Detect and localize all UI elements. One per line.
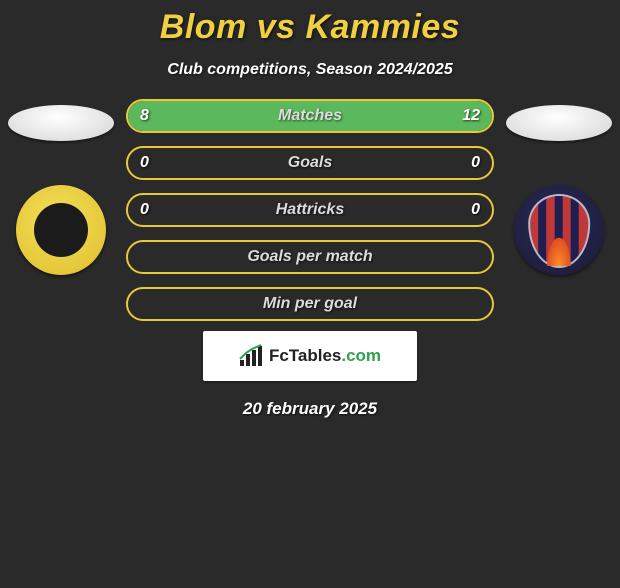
- player-left-avatar: [8, 105, 114, 141]
- club-crest-right: [514, 185, 604, 275]
- brand-suffix: .com: [341, 346, 381, 365]
- player-right-column: [504, 93, 614, 275]
- subtitle: Club competitions, Season 2024/2025: [0, 61, 620, 79]
- stat-label: Goals: [128, 148, 492, 178]
- club-crest-left: [16, 185, 106, 275]
- stat-bar-min_per_goal: Min per goal: [126, 287, 494, 321]
- stat-fill-left: [128, 101, 274, 131]
- brand-logo-bar[interactable]: FcTables.com: [203, 331, 417, 381]
- stat-fill-right: [274, 101, 492, 131]
- stat-bar-goals: Goals0 0: [126, 146, 494, 180]
- stat-label: Hattricks: [128, 195, 492, 225]
- stat-value-left: 0: [140, 195, 149, 225]
- date-label: 20 february 2025: [0, 399, 620, 419]
- brand-text: FcTables.com: [269, 346, 381, 366]
- comparison-arena: Matches812Goals00Hattricks00Goals per ma…: [0, 93, 620, 321]
- stat-bars-container: Matches812Goals00Hattricks00Goals per ma…: [126, 93, 494, 321]
- stat-value-right: 0: [471, 148, 480, 178]
- player-right-avatar: [506, 105, 612, 141]
- comparison-card: Blom vs Kammies Club competitions, Seaso…: [0, 8, 620, 419]
- stat-label: Min per goal: [128, 289, 492, 319]
- stat-value-left: 0: [140, 148, 149, 178]
- stat-bar-hattricks: Hattricks0 0: [126, 193, 494, 227]
- stat-bar-matches: Matches812: [126, 99, 494, 133]
- player-left-column: [6, 93, 116, 275]
- brand-name: FcTables: [269, 346, 341, 365]
- stat-value-right: 0: [471, 195, 480, 225]
- stat-bar-goals_per_match: Goals per match: [126, 240, 494, 274]
- stat-label: Goals per match: [128, 242, 492, 272]
- page-title: Blom vs Kammies: [0, 8, 620, 47]
- chart-icon: [239, 344, 263, 368]
